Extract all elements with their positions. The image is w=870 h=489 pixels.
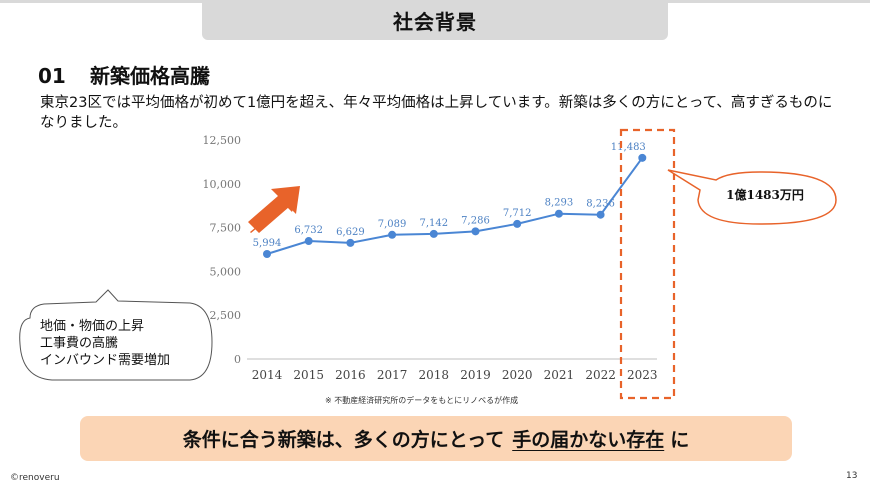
data-label: 11,483	[611, 142, 646, 153]
x-tick-label: 2021	[544, 368, 575, 382]
y-tick-label: 10,000	[203, 178, 242, 191]
x-tick-label: 2019	[460, 368, 491, 382]
up-arrow-icon	[248, 186, 300, 233]
data-label: 8,293	[545, 198, 574, 209]
callout-text: 地価・物価の上昇 工事費の高騰 インバウンド需要増加	[40, 318, 170, 369]
source-note: ※ 不動産経済研究所のデータをもとにリノベるが作成	[325, 396, 519, 405]
x-tick-label: 2022	[585, 368, 616, 382]
data-labels: 5,994 6,732 6,629 7,089 7,142 7,286 7,712 8,293…	[253, 142, 646, 249]
data-label: 6,732	[294, 225, 323, 236]
x-tick-label: 2014	[252, 368, 283, 382]
data-label: 7,286	[461, 215, 490, 226]
y-tick-label: 0	[234, 353, 241, 366]
x-tick-label: 2017	[377, 368, 408, 382]
callout-line: インバウンド需要増加	[40, 353, 171, 368]
x-axis: 2014 2015 2016 2017 2018 2019 2020 2021 2022 2023	[252, 368, 658, 382]
callout-bubble	[19, 289, 213, 381]
banner-suffix: に	[670, 429, 690, 451]
data-points	[263, 153, 647, 258]
data-point	[513, 219, 522, 228]
y-tick-label: 5,000	[210, 265, 242, 278]
conclusion-banner: 条件に合う新築は、多くの方にとって 手の届かない存在 に	[80, 416, 792, 461]
section-title: 新築価格高騰	[90, 64, 210, 88]
x-tick-label: 2023	[627, 368, 658, 382]
y-tick-label: 7,500	[210, 222, 242, 235]
section-number: 01	[38, 64, 66, 88]
highlight-value-label: 1億1483万円	[726, 188, 804, 202]
callout-line: 工事費の高騰	[40, 336, 119, 351]
data-label: 7,089	[378, 219, 407, 230]
data-point	[263, 249, 271, 258]
highlight-2023-box	[619, 128, 676, 400]
callout-line: 地価・物価の上昇	[40, 319, 145, 334]
banner-emphasis: 手の届かない存在	[512, 429, 665, 451]
copyright: ©renoveru	[10, 473, 60, 483]
data-label: 7,712	[503, 208, 532, 219]
page-number: 13	[846, 471, 858, 481]
x-tick-label: 2016	[335, 368, 366, 382]
data-point	[388, 230, 397, 239]
data-point	[638, 153, 647, 162]
description-text: 東京23区では平均価格が初めて1億円を超え、年々平均価格は上昇しています。新築は…	[40, 95, 833, 131]
y-tick-label: 2,500	[210, 309, 242, 322]
x-tick-label: 2015	[293, 368, 324, 382]
highlight-callout-bubble	[667, 169, 837, 225]
y-tick-label: 12,500	[203, 134, 242, 147]
data-point	[554, 209, 563, 218]
header-banner: 社会背景	[202, 0, 668, 40]
y-axis: 0 2,500 5,000 7,500 10,000 12,500	[203, 134, 242, 366]
data-point	[346, 238, 355, 247]
data-point	[429, 229, 438, 238]
data-label: 6,629	[336, 227, 365, 238]
header-title: 社会背景	[393, 9, 477, 34]
section-heading: 01 新築価格高騰	[38, 60, 210, 89]
series-line	[266, 157, 644, 255]
data-label: 8,236	[586, 199, 615, 210]
data-label: 7,142	[419, 218, 448, 229]
data-point	[304, 237, 313, 246]
banner-text: 条件に合う新築は、多くの方にとって	[182, 429, 505, 451]
x-tick-label: 2018	[419, 368, 450, 382]
data-point	[471, 227, 480, 236]
data-label: 5,994	[253, 238, 282, 249]
data-point	[596, 210, 605, 219]
x-tick-label: 2020	[502, 368, 533, 382]
